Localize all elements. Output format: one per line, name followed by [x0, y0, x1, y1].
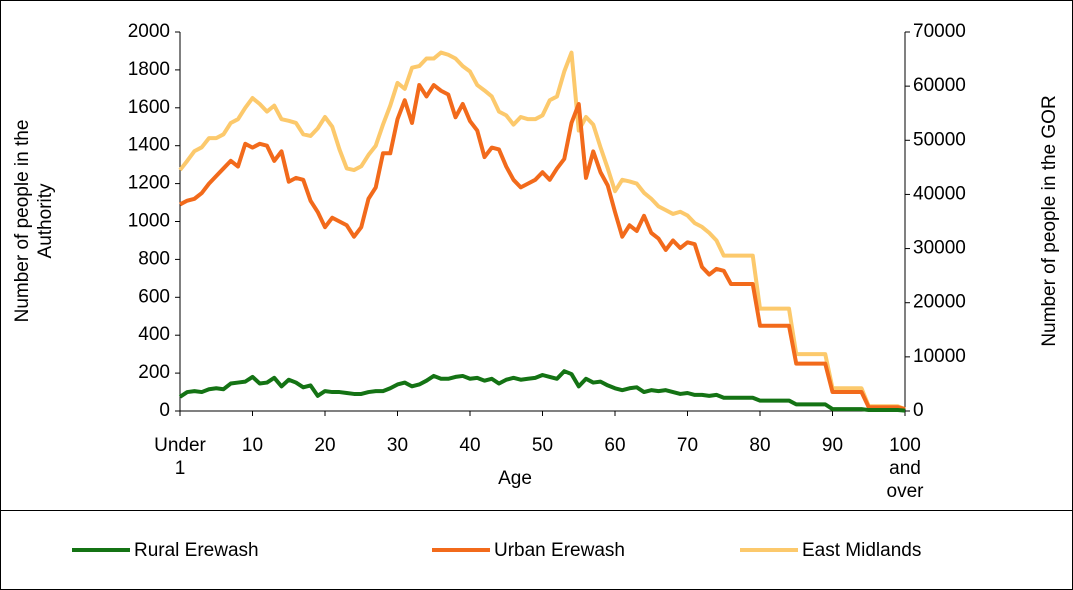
x-tick-label: 10	[242, 435, 263, 456]
y-tick-label: 2000	[128, 21, 170, 42]
y2-tick-label: 0	[913, 400, 924, 421]
x-tick-label: 90	[822, 435, 843, 456]
y2-tick-label: 20000	[913, 292, 966, 313]
x-tick-label: 50	[532, 435, 553, 456]
legend-label: East Midlands	[802, 540, 921, 561]
y-tick-label: 200	[138, 362, 170, 383]
legend-label: Rural Erewash	[134, 540, 259, 561]
y2-tick-label: 70000	[913, 21, 966, 42]
x-axis-label: Age	[498, 468, 532, 489]
y-tick-label: 600	[138, 286, 170, 307]
y2-tick-label: 10000	[913, 346, 966, 367]
y-tick-label: 1200	[128, 173, 170, 194]
y-tick-label: 0	[159, 400, 170, 421]
y-tick-label: 400	[138, 324, 170, 345]
x-tick-label: Under 1	[154, 435, 206, 479]
x-tick-label: 30	[387, 435, 408, 456]
y-tick-label: 800	[138, 248, 170, 269]
y2-tick-label: 60000	[913, 75, 966, 96]
y-tick-label: 1000	[128, 211, 170, 232]
series-line	[179, 83, 906, 412]
y2-tick-label: 40000	[913, 183, 966, 204]
y-tick-label: 1600	[128, 97, 170, 118]
x-tick-label: 40	[459, 435, 480, 456]
x-tick-label: 60	[604, 435, 625, 456]
y2-axis-label: Number of people in the GOR	[1039, 95, 1060, 346]
series-line	[178, 369, 906, 413]
y-tick-label: 1400	[128, 135, 170, 156]
series-line	[178, 50, 906, 411]
x-tick-label: 70	[677, 435, 698, 456]
x-tick-label: 100 and over	[887, 435, 925, 502]
y-tick-label: 1800	[128, 59, 170, 80]
x-tick-label: 80	[749, 435, 770, 456]
y2-tick-label: 50000	[913, 129, 966, 150]
legend-label: Urban Erewash	[494, 540, 625, 561]
x-tick-label: 20	[314, 435, 335, 456]
y-axis-label: Number of people in the Authority	[12, 120, 56, 323]
y2-tick-label: 30000	[913, 238, 966, 259]
